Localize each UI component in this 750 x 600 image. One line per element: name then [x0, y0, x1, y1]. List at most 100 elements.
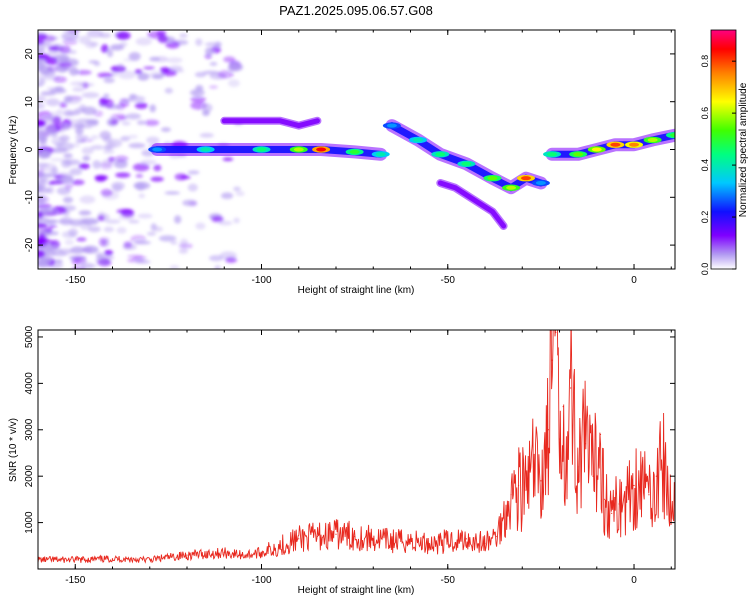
spectrogram-peak	[200, 147, 211, 152]
spectrogram-noise-blob	[132, 163, 150, 172]
spectrogram-y-tick-label: 20	[24, 48, 35, 60]
snr-point	[298, 538, 300, 540]
spectrogram-noise-blob	[45, 220, 57, 224]
spectrogram-noise-blob	[149, 104, 156, 113]
spectrogram-noise-blob	[93, 110, 104, 118]
snr-point	[584, 443, 587, 445]
spectrogram-noise-blob	[90, 135, 99, 140]
spectrogram-noise-blob	[179, 238, 189, 247]
spectrogram-noise-blob	[135, 37, 152, 46]
spectrogram-noise-blob	[44, 56, 58, 65]
spectrogram-peak	[573, 152, 584, 157]
spectrogram-noise-blob	[161, 69, 178, 77]
snr-x-tick-label: -150	[65, 575, 85, 586]
snr-point	[279, 545, 281, 547]
snr-trace	[38, 330, 675, 564]
spectrogram-noise-blob	[187, 170, 200, 175]
snr-point	[391, 540, 393, 542]
spectrogram-y-tick-label: 10	[24, 96, 35, 108]
spectrogram-x-tick-label: -150	[65, 275, 85, 286]
spectrogram-noise-blob	[116, 227, 127, 234]
spectrogram-peak	[293, 147, 304, 152]
spectrogram-noise-blob	[40, 208, 50, 213]
spectrogram-noise-blob	[84, 122, 99, 127]
spectrogram-noise-blob	[51, 251, 68, 257]
snr-point	[555, 331, 557, 333]
spectrogram-noise-blob	[119, 41, 128, 47]
spectrogram-noise-blob	[69, 66, 79, 76]
snr-x-tick-label: -50	[441, 575, 456, 586]
snr-point	[599, 433, 602, 436]
spectrogram-noise-blob	[97, 72, 114, 78]
snr-point	[316, 535, 318, 538]
colorbar: 0.0 0.2 0.4 0.6 0.8 Normalized spectral ampl…	[700, 29, 749, 275]
spectrogram-noise-blob	[78, 210, 92, 216]
spectrogram-noise-blob	[63, 153, 73, 159]
spectrogram-peak	[629, 142, 640, 147]
snr-frame	[37, 329, 676, 570]
spectrogram-noise-blob	[164, 87, 173, 94]
spectrogram-noise-blob	[89, 41, 99, 47]
spectrogram-noise-blob	[72, 87, 85, 92]
spectrogram-noise-blob	[48, 46, 60, 51]
spectrogram-noise-blob	[62, 38, 78, 45]
spectrogram-noise-blob	[205, 47, 214, 55]
spectrogram-noise-blob	[103, 77, 115, 84]
spectrogram-noise-blob	[78, 83, 95, 87]
snr-point	[223, 552, 225, 554]
spectrogram-noise-blob	[195, 38, 203, 46]
spectrogram-noise-blob	[38, 224, 47, 233]
spectrogram-noise-blob	[233, 186, 241, 192]
snr-point	[532, 466, 535, 468]
spectrogram-peak	[349, 149, 360, 154]
spectrogram-noise-blob	[47, 241, 56, 246]
spectrogram-noise-blob	[195, 84, 204, 92]
spectrogram-peak	[152, 147, 163, 152]
colorbar-tick-label: 0.0	[700, 263, 710, 276]
snr-y-ticks: 1000 2000 3000 4000 5000	[24, 325, 675, 534]
spectrogram-noise-blob	[227, 64, 239, 72]
spectrogram-noise-blob	[135, 174, 144, 178]
snr-point	[551, 359, 553, 361]
spectrogram-noise-blob	[158, 235, 177, 242]
colorbar-ticks: 0.0 0.2 0.4 0.6 0.8	[700, 55, 736, 275]
spectrogram-noise-blob	[132, 256, 147, 260]
spectrogram-x-tick-label: 0	[631, 275, 637, 286]
snr-point	[663, 466, 665, 468]
spectrogram-peak	[487, 176, 498, 181]
spectrogram-noise-blob	[146, 136, 160, 145]
spectrogram-noise-blob	[44, 265, 62, 269]
snr-point	[335, 533, 337, 535]
spectrogram-noise-blob	[214, 265, 221, 269]
snr-point	[428, 542, 430, 545]
spectrogram-noise-blob	[102, 136, 113, 143]
spectrogram-noise-blob	[60, 48, 69, 53]
colorbar-tick-label: 0.6	[700, 107, 710, 120]
spectrogram-noise-blob	[170, 241, 178, 245]
spectrogram-x-ticks: -150 -100 -50 0	[37, 30, 672, 286]
snr-point	[354, 535, 356, 538]
spectrogram-noise-blob	[150, 176, 164, 182]
spectrogram-noise-blob	[153, 164, 162, 172]
spectrogram-y-label: Frequency (Hz)	[8, 116, 19, 185]
spectrogram-noise-blob	[209, 85, 218, 89]
spectrogram-noise-blob	[120, 136, 131, 142]
spectrogram-noise-blob	[63, 95, 73, 103]
spectrogram-noise-blob	[166, 57, 183, 64]
spectrogram-noise-blob	[220, 192, 234, 200]
spectrogram-noise-blob	[115, 172, 131, 178]
spectrogram-noise-blob	[75, 69, 92, 75]
spectrogram-noise-blob	[218, 220, 233, 226]
spectrogram-noise-blob	[134, 102, 148, 109]
spectrogram-noise-blob	[103, 93, 110, 97]
spectrogram-noise-blob	[50, 157, 65, 162]
colorbar-tick-label: 0.2	[700, 211, 710, 224]
spectrogram-noise-blob	[157, 34, 169, 44]
spectrogram-noise-blob	[38, 135, 48, 141]
snr-point	[409, 540, 412, 542]
spectrogram-noise-blob	[110, 113, 128, 122]
snr-point	[111, 558, 114, 560]
spectrogram-noise-blob	[38, 171, 46, 178]
spectrogram-peak	[591, 147, 602, 152]
spectrogram-noise-blob	[58, 135, 70, 142]
